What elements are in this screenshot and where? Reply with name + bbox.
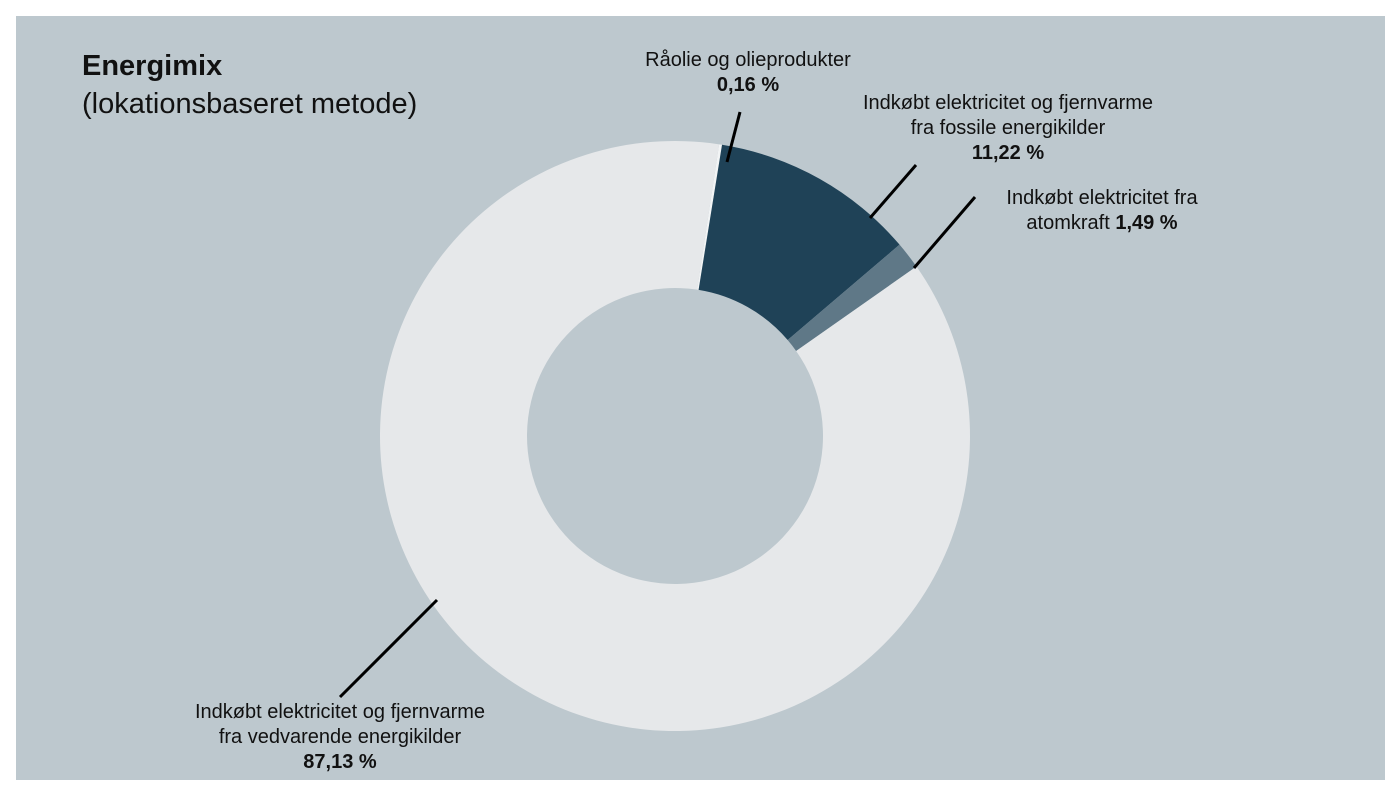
- slice-label: Indkøbt elektricitet fra atomkraft 1,49 …: [902, 186, 1302, 236]
- chart-subtitle: (lokationsbaseret metode): [82, 88, 418, 120]
- leader-line: [912, 196, 977, 269]
- donut-slice: [787, 244, 917, 351]
- slice-label: Råolie og olieprodukter 0,16 %: [548, 48, 948, 98]
- chart-title: Energimix: [82, 50, 223, 82]
- value-label: 87,13 %: [303, 751, 377, 773]
- donut-slice: [379, 140, 970, 731]
- category-name: Indkøbt elektricitet fra atomkraft: [1006, 187, 1198, 234]
- leader-line: [868, 164, 918, 219]
- donut-slice: [697, 144, 723, 290]
- category-name: Råolie og olieprodukter: [645, 49, 851, 71]
- slice-label: Indkøbt elektricitet og fjernvarme fra v…: [140, 700, 540, 775]
- category-name: Indkøbt elektricitet og fjernvarme fra v…: [194, 701, 486, 748]
- slice-label: Indkøbt elektricitet og fjernvarme fra f…: [808, 91, 1208, 166]
- leader-line: [725, 111, 742, 163]
- category-name: Indkøbt elektricitet og fjernvarme fra f…: [862, 92, 1154, 139]
- leader-line: [338, 598, 439, 699]
- donut-slice: [698, 144, 900, 341]
- value-label: 1,49 %: [1115, 212, 1178, 234]
- chart: [338, 111, 977, 731]
- chart-panel: Energimix (lokationsbaseret metode) Råol…: [16, 16, 1385, 780]
- value-label: 0,16 %: [716, 74, 780, 96]
- value-label: 11,22 %: [971, 142, 1045, 164]
